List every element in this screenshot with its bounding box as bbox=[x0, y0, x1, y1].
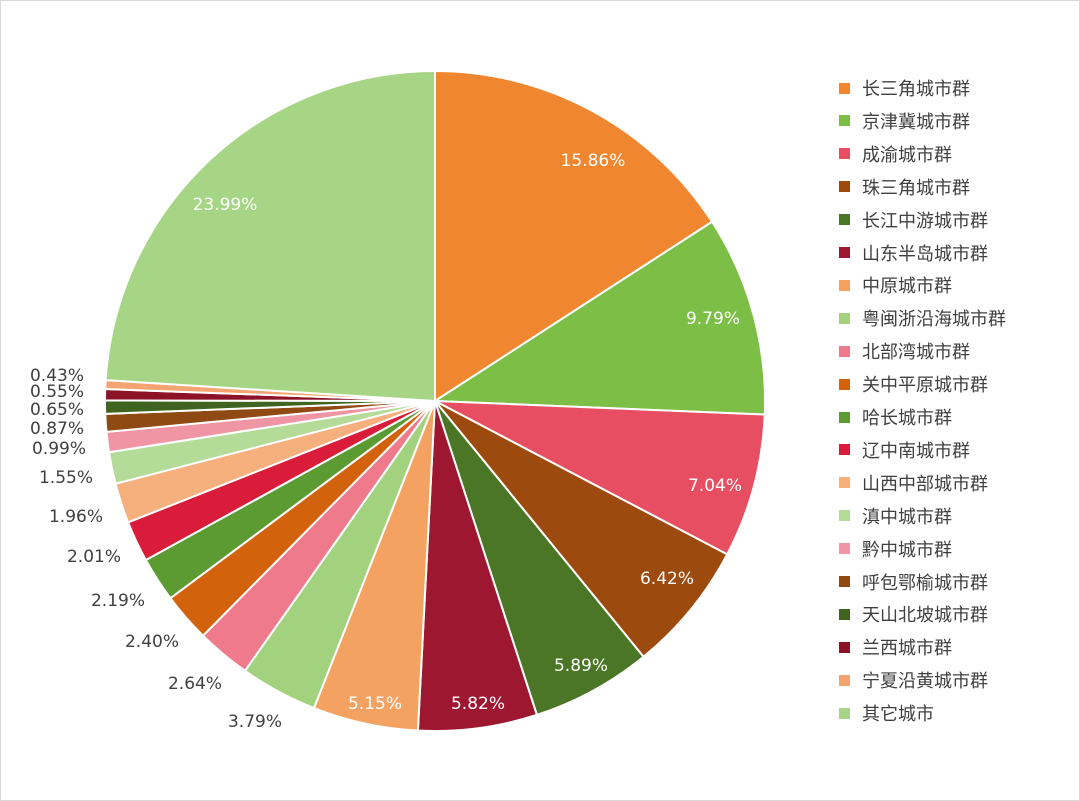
legend-item: 山东半岛城市群 bbox=[839, 242, 988, 265]
legend-swatch bbox=[839, 510, 850, 522]
legend-label: 宁夏沿黄城市群 bbox=[862, 671, 988, 693]
legend-swatch bbox=[839, 148, 850, 160]
legend-item: 哈长城市群 bbox=[839, 406, 952, 429]
slice-data-label: 1.96% bbox=[49, 507, 103, 527]
pie-slice bbox=[431, 220, 766, 416]
legend-label: 其它城市 bbox=[862, 704, 934, 726]
slice-data-label: 2.01% bbox=[67, 547, 121, 567]
legend-swatch bbox=[839, 82, 850, 94]
slice-data-label: 0.65% bbox=[30, 400, 84, 420]
legend-label: 粤闽浙沿海城市群 bbox=[862, 309, 1006, 331]
legend-swatch bbox=[839, 345, 850, 357]
legend-item: 滇中城市群 bbox=[839, 505, 952, 528]
legend-label: 中原城市群 bbox=[862, 276, 952, 298]
legend-label: 北部湾城市群 bbox=[862, 342, 970, 364]
legend-swatch bbox=[839, 312, 850, 324]
slice-data-label: 2.40% bbox=[125, 632, 179, 652]
pie-slice bbox=[104, 69, 436, 403]
legend-item: 山西中部城市群 bbox=[839, 472, 988, 495]
legend-item: 成渝城市群 bbox=[839, 143, 952, 166]
legend-item: 辽中南城市群 bbox=[839, 439, 970, 462]
legend-item: 兰西城市群 bbox=[839, 636, 952, 660]
legend-item: 天山北坡城市群 bbox=[839, 603, 988, 627]
slice-data-label: 0.43% bbox=[30, 366, 84, 386]
legend-label: 长江中游城市群 bbox=[862, 210, 988, 232]
legend-label: 呼包鄂榆城市群 bbox=[862, 572, 988, 594]
legend-swatch bbox=[839, 543, 850, 555]
legend-label: 珠三角城市群 bbox=[862, 177, 970, 199]
legend-swatch bbox=[839, 279, 850, 291]
legend-item: 京津冀城市群 bbox=[839, 110, 970, 133]
legend-label: 关中平原城市群 bbox=[862, 375, 988, 397]
legend-swatch bbox=[839, 214, 850, 226]
slice-data-label: 5.82% bbox=[451, 694, 505, 714]
slice-data-label: 15.86% bbox=[561, 151, 626, 171]
slice-data-label: 7.04% bbox=[688, 476, 742, 496]
legend-swatch bbox=[839, 411, 850, 423]
legend-label: 天山北坡城市群 bbox=[862, 605, 988, 627]
legend-label: 山西中部城市群 bbox=[862, 473, 988, 495]
legend-item: 北部湾城市群 bbox=[839, 340, 970, 364]
slice-data-label: 1.55% bbox=[39, 468, 93, 488]
legend-label: 京津冀城市群 bbox=[862, 111, 970, 133]
slice-data-label: 2.19% bbox=[91, 591, 145, 611]
legend-item: 长江中游城市群 bbox=[839, 209, 988, 232]
legend-label: 黔中城市群 bbox=[862, 539, 952, 561]
legend-swatch bbox=[839, 444, 850, 456]
slice-data-label: 23.99% bbox=[193, 195, 258, 215]
pie-slice bbox=[434, 400, 729, 659]
slice-data-label: 5.15% bbox=[348, 694, 402, 714]
pie-slice bbox=[434, 69, 714, 403]
legend-item: 珠三角城市群 bbox=[839, 176, 970, 199]
legend-swatch bbox=[839, 641, 850, 653]
legend-swatch bbox=[839, 674, 850, 686]
legend-item: 呼包鄂榆城市群 bbox=[839, 571, 988, 594]
legend-label: 长三角城市群 bbox=[862, 79, 970, 100]
legend-item: 宁夏沿黄城市群 bbox=[839, 669, 988, 693]
legend-swatch bbox=[839, 181, 850, 193]
legend-label: 滇中城市群 bbox=[862, 506, 952, 528]
legend-swatch bbox=[839, 115, 850, 127]
slice-data-label: 9.79% bbox=[686, 309, 740, 329]
legend-swatch bbox=[839, 378, 850, 390]
legend-label: 兰西城市群 bbox=[862, 638, 952, 660]
legend-item: 其它城市 bbox=[839, 702, 934, 726]
legend-item: 黔中城市群 bbox=[839, 538, 952, 561]
pie-slice bbox=[434, 400, 766, 556]
legend-swatch bbox=[839, 477, 850, 489]
legend-label: 成渝城市群 bbox=[862, 144, 952, 166]
legend-item: 中原城市群 bbox=[839, 274, 952, 298]
slice-data-label: 2.64% bbox=[168, 674, 222, 694]
legend-label: 辽中南城市群 bbox=[862, 440, 970, 462]
pie-slice bbox=[434, 400, 645, 717]
slice-data-label: 6.42% bbox=[640, 569, 694, 589]
legend-swatch bbox=[839, 707, 850, 719]
legend-item: 关中平原城市群 bbox=[839, 373, 988, 397]
slice-data-label: 3.79% bbox=[228, 712, 282, 732]
legend-label: 山东半岛城市群 bbox=[862, 243, 988, 265]
legend-swatch bbox=[839, 608, 850, 620]
slice-data-label: 5.89% bbox=[554, 656, 608, 676]
slice-data-label: 0.99% bbox=[32, 439, 86, 459]
legend-item: 粤闽浙沿海城市群 bbox=[839, 307, 1006, 331]
slice-data-label: 0.55% bbox=[30, 382, 84, 402]
legend-item: 长三角城市群 bbox=[839, 77, 970, 100]
legend-swatch bbox=[839, 576, 850, 587]
slice-data-label: 0.87% bbox=[30, 419, 84, 439]
legend-label: 哈长城市群 bbox=[862, 408, 952, 429]
legend-swatch bbox=[839, 247, 850, 258]
